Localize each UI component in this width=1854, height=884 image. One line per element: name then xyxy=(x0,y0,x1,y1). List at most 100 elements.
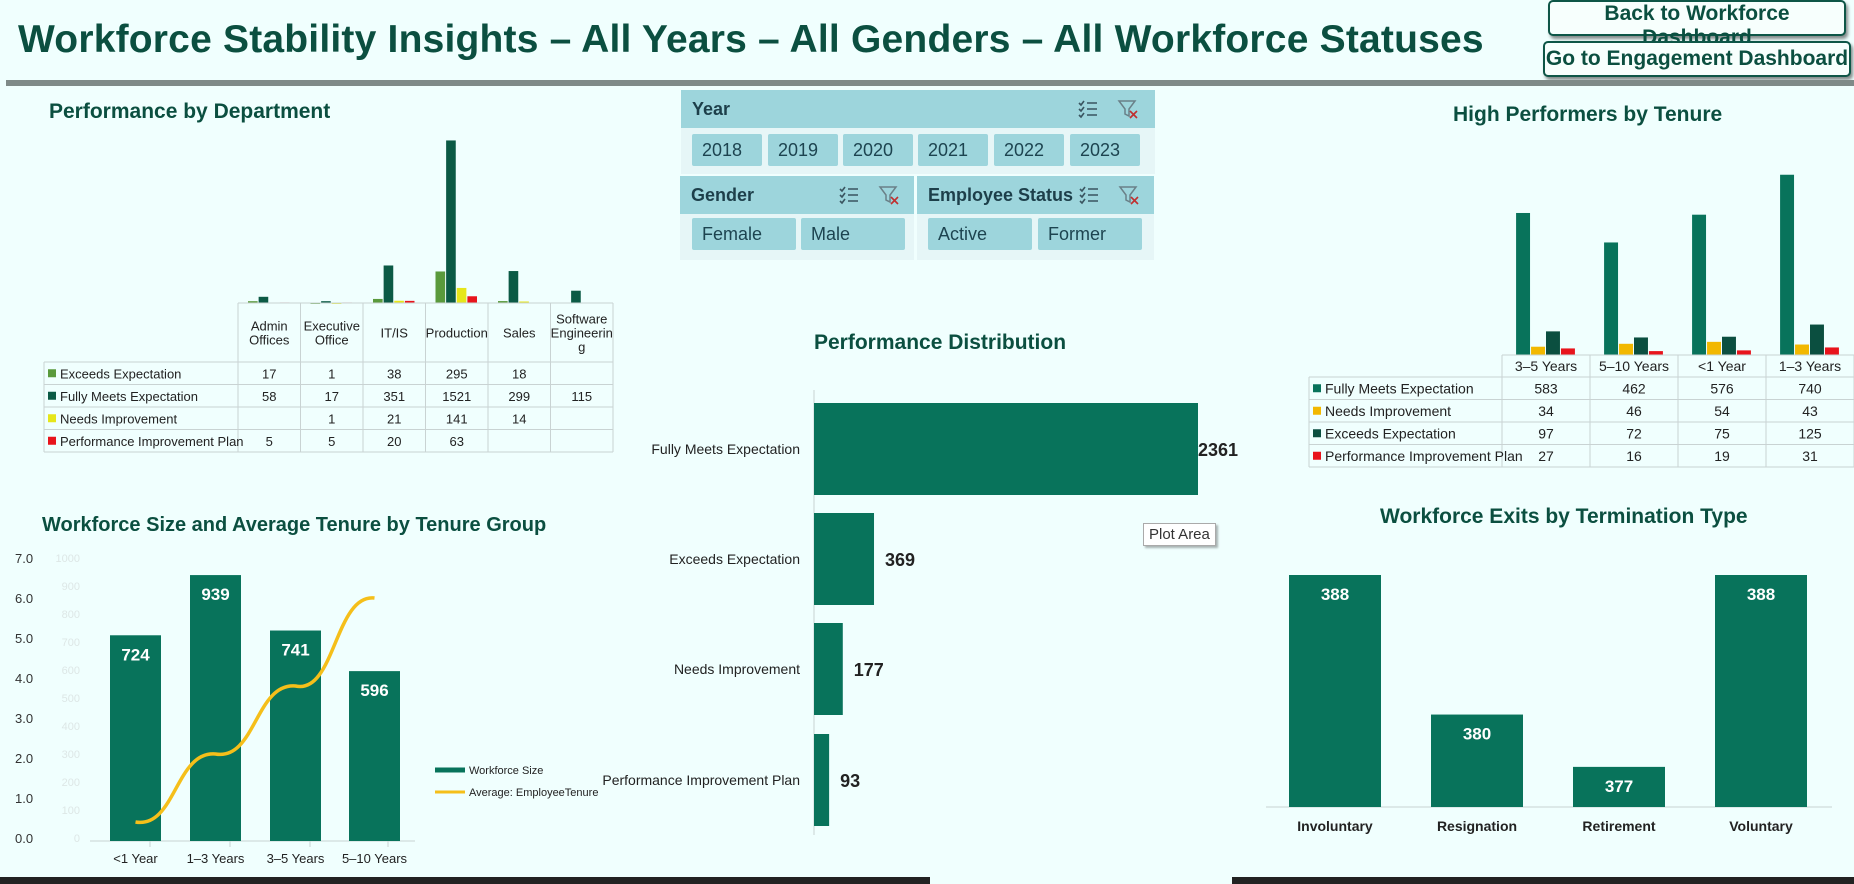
data-label: 141 xyxy=(446,411,468,426)
legend-swatch xyxy=(48,436,56,445)
category-label: IT/IS xyxy=(381,326,409,341)
category-label: Performance Improvement Plan xyxy=(602,772,800,788)
y2-axis-label: 200 xyxy=(62,777,80,789)
slicer-chip-male[interactable]: Male xyxy=(801,218,905,250)
bar-high_tenure xyxy=(1795,344,1809,355)
category-label: Software Engineerin g xyxy=(551,312,613,355)
back-to-workforce-button[interactable]: Back to Workforce Dashboard xyxy=(1548,0,1846,49)
go-to-engagement-button[interactable]: Go to Engagement Dashboard xyxy=(1543,41,1851,77)
data-label: 741 xyxy=(281,641,309,660)
y-axis-label: 1.0 xyxy=(15,791,33,806)
legend-label: Fully Meets Expectation xyxy=(60,389,198,404)
legend-swatch xyxy=(48,391,56,400)
bar-perf_dept xyxy=(571,290,581,303)
bar-perf-dist xyxy=(814,513,875,605)
data-label: 63 xyxy=(450,434,464,449)
bar-high_tenure xyxy=(1619,343,1633,355)
category-label: Production xyxy=(426,326,488,341)
y2-axis-label: 0 xyxy=(74,833,80,845)
data-label: 125 xyxy=(1798,425,1822,441)
clear-filter-icon[interactable] xyxy=(878,185,900,205)
data-label: 351 xyxy=(383,389,405,404)
data-label: 583 xyxy=(1534,380,1558,396)
bar-workforce-size xyxy=(190,575,241,841)
perf-dept-chart: Admin Offices Executive Office IT/IS Producti… xyxy=(43,140,614,453)
legend-label: Fully Meets Expectation xyxy=(1325,380,1474,396)
data-label: 1521 xyxy=(442,389,471,404)
bar-perf_dept xyxy=(435,271,446,303)
y2-axis-label: 300 xyxy=(62,749,80,761)
bar-high_tenure xyxy=(1648,351,1663,355)
category-label: 1–3 Years xyxy=(1779,358,1841,374)
slicer-chip-2021[interactable]: 2021 xyxy=(918,134,988,166)
bar-perf_dept xyxy=(498,301,508,303)
bar-perf_dept xyxy=(394,300,404,303)
data-label: 17 xyxy=(262,366,276,381)
bar-perf_dept xyxy=(321,301,331,303)
bar-perf_dept xyxy=(467,296,477,303)
category-label: <1 Year xyxy=(113,851,158,866)
y2-axis-label: 700 xyxy=(62,637,80,649)
legend-label: Needs Improvement xyxy=(1325,403,1451,419)
clear-filter-icon[interactable] xyxy=(1117,99,1139,119)
bar-perf_dept xyxy=(373,298,383,303)
bar-exits xyxy=(1573,766,1665,807)
category-label: Admin Offices xyxy=(249,319,290,348)
bar-high_tenure xyxy=(1810,324,1824,355)
data-label: 46 xyxy=(1626,403,1642,419)
data-label: 72 xyxy=(1626,425,1642,441)
data-label: 58 xyxy=(262,389,276,404)
data-label: 18 xyxy=(512,366,526,381)
perf-dist-chart: Fully Meets Expectation 2361 Exceeds Expec… xyxy=(602,390,1238,835)
category-label: 3–5 Years xyxy=(1515,358,1577,374)
multi-select-icon[interactable] xyxy=(1078,185,1100,205)
title-high-tenure: High Performers by Tenure xyxy=(1453,103,1723,126)
bar-perf_dept xyxy=(446,140,456,303)
data-label: 34 xyxy=(1538,403,1554,419)
data-label: 576 xyxy=(1710,380,1734,396)
legend-label: Needs Improvement xyxy=(60,411,177,426)
legend-swatch xyxy=(48,414,56,423)
y2-axis-label: 400 xyxy=(62,721,80,733)
year-slicer-title: Year xyxy=(692,99,731,119)
slicer-chip-2018[interactable]: 2018 xyxy=(692,134,762,166)
line-average-tenure xyxy=(135,596,375,824)
data-label: 2361 xyxy=(1198,440,1238,460)
data-label: 177 xyxy=(854,660,884,680)
bar-workforce-size xyxy=(270,630,321,841)
bar-perf-dist xyxy=(814,403,1198,495)
slicer-chip-2020[interactable]: 2020 xyxy=(843,134,913,166)
category-label: <1 Year xyxy=(1698,358,1746,374)
data-label: 369 xyxy=(885,550,915,570)
employee-status-slicer: Employee Status Active Former xyxy=(917,176,1154,260)
title-workforce-size: Workforce Size and Average Tenure by Ten… xyxy=(42,514,547,536)
plot-area-tooltip: Plot Area xyxy=(1143,523,1216,546)
slicer-chip-active[interactable]: Active xyxy=(928,218,1032,250)
bar-perf_dept xyxy=(508,271,519,303)
data-label: 38 xyxy=(387,366,401,381)
multi-select-icon[interactable] xyxy=(838,185,860,205)
legend-label: Exceeds Expectation xyxy=(1325,425,1456,441)
data-label: 5 xyxy=(328,434,335,449)
category-label: 1–3 Years xyxy=(187,851,245,866)
multi-select-icon[interactable] xyxy=(1077,99,1099,119)
bar-high_tenure xyxy=(1692,214,1707,355)
slicer-chip-female[interactable]: Female xyxy=(692,218,796,250)
data-label: 388 xyxy=(1321,585,1349,604)
y2-axis-label: 500 xyxy=(62,693,80,705)
slicer-chip-2019[interactable]: 2019 xyxy=(768,134,838,166)
header-divider xyxy=(6,80,1854,86)
footer-bar-right xyxy=(1232,877,1854,884)
bar-perf-dist xyxy=(814,734,830,826)
bar-perf_dept xyxy=(456,287,467,303)
slicer-chip-2022[interactable]: 2022 xyxy=(994,134,1064,166)
bar-workforce-size xyxy=(349,671,400,841)
legend-label: Performance Improvement Plan xyxy=(1325,448,1523,464)
employee-status-slicer-title: Employee Status xyxy=(928,185,1074,205)
clear-filter-icon[interactable] xyxy=(1118,185,1140,205)
slicer-chip-former[interactable]: Former xyxy=(1038,218,1142,250)
data-label: 20 xyxy=(387,434,401,449)
data-label: 75 xyxy=(1714,425,1730,441)
y2-axis-label: 600 xyxy=(62,665,80,677)
slicer-chip-2023[interactable]: 2023 xyxy=(1070,134,1140,166)
